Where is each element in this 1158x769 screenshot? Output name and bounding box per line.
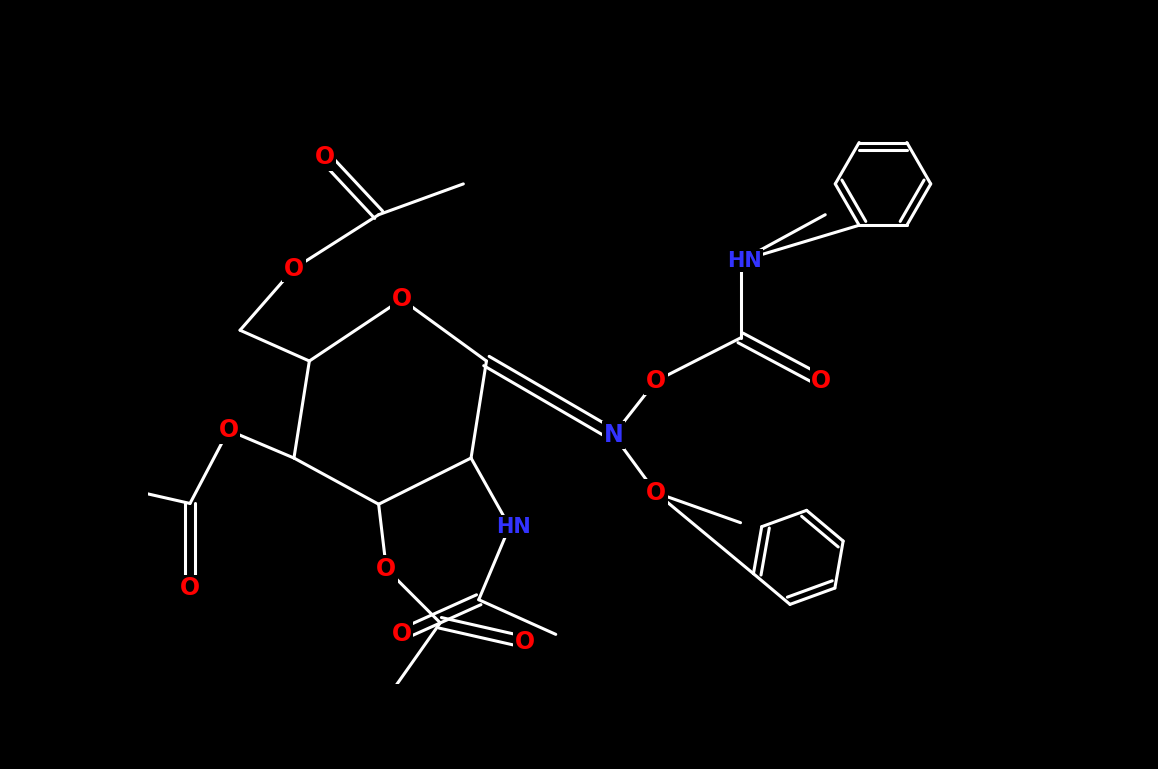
Text: O: O: [812, 369, 831, 393]
Text: O: O: [646, 481, 666, 504]
Text: O: O: [315, 145, 335, 169]
Text: O: O: [646, 369, 666, 393]
Text: O: O: [515, 630, 535, 654]
Text: O: O: [284, 257, 305, 281]
Text: O: O: [391, 288, 412, 311]
Text: O: O: [179, 576, 200, 600]
Text: N: N: [603, 423, 623, 447]
Text: O: O: [219, 418, 239, 442]
Text: HN: HN: [496, 517, 530, 537]
Text: O: O: [376, 557, 396, 581]
Text: O: O: [391, 622, 412, 647]
Text: HN: HN: [727, 251, 762, 271]
